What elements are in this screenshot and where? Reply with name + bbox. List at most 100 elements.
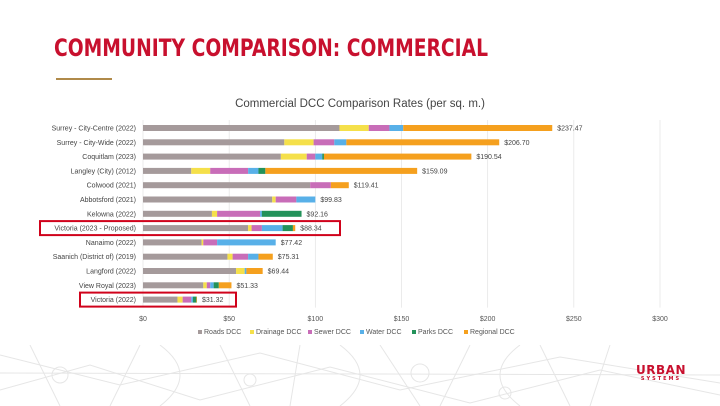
bar-segment bbox=[143, 182, 311, 189]
bar-segment bbox=[143, 153, 281, 160]
legend-label: Regional DCC bbox=[470, 329, 515, 336]
category-label: Abbotsford (2021) bbox=[80, 197, 136, 204]
logo-main-text: URBAN bbox=[636, 363, 686, 377]
x-tick-label: $200 bbox=[480, 316, 496, 323]
title-underline bbox=[56, 78, 112, 80]
bar-segment bbox=[260, 210, 262, 217]
bar-segment bbox=[330, 182, 349, 189]
bar-segment bbox=[203, 282, 207, 289]
total-value-label: $51.33 bbox=[236, 283, 258, 290]
street-map-background bbox=[0, 345, 720, 406]
total-value-label: $237.47 bbox=[557, 126, 582, 133]
bar-segment bbox=[143, 167, 192, 174]
bar-segment bbox=[246, 268, 263, 274]
stacked-bar-chart: Commercial DCC Comparison Rates (per sq.… bbox=[39, 98, 668, 336]
category-label: Coquitlam (2023) bbox=[82, 154, 136, 161]
bar-segment bbox=[280, 153, 307, 160]
total-value-label: $88.34 bbox=[300, 226, 322, 233]
bar-segment bbox=[210, 167, 249, 174]
bar-segment bbox=[192, 296, 197, 303]
chart-title: Commercial DCC Comparison Rates (per sq.… bbox=[235, 98, 485, 110]
logo-sub-text: SYSTEMS bbox=[640, 376, 682, 382]
bar-segment bbox=[206, 282, 211, 289]
total-value-label: $75.31 bbox=[278, 254, 300, 261]
bar-segment bbox=[368, 125, 390, 131]
bar-segment bbox=[265, 167, 418, 174]
legend-label: Sewer DCC bbox=[314, 329, 351, 336]
bar-segment bbox=[323, 153, 472, 160]
category-label: Victoria (2022) bbox=[91, 297, 136, 304]
category-label: Colwood (2021) bbox=[87, 183, 136, 190]
legend-swatch bbox=[360, 330, 364, 334]
bar-segment bbox=[284, 139, 314, 146]
chart-gridlines bbox=[142, 120, 661, 308]
chart-labels: Surrey - City-Centre (2022) $237.47 Surrey… bbox=[52, 126, 583, 305]
bar-segment bbox=[244, 268, 247, 274]
total-value-label: $92.16 bbox=[307, 211, 329, 218]
bar-segment bbox=[261, 210, 302, 217]
bar-segment bbox=[334, 139, 347, 146]
bar-segment bbox=[227, 253, 233, 260]
bar-segment bbox=[143, 268, 237, 274]
bar-segment bbox=[143, 239, 202, 246]
bar-segment bbox=[296, 196, 316, 203]
legend-label: Drainage DCC bbox=[256, 329, 302, 336]
bar-segment bbox=[143, 210, 212, 217]
bar-segment bbox=[322, 153, 324, 160]
bar-segment bbox=[218, 282, 232, 289]
bar-segment bbox=[389, 125, 404, 131]
bar-segment bbox=[248, 225, 252, 232]
bar-segment bbox=[248, 253, 259, 260]
legend-label: Parks DCC bbox=[418, 329, 453, 336]
bar-segment bbox=[339, 125, 369, 131]
bar-segment bbox=[143, 125, 340, 131]
legend-label: Water DCC bbox=[366, 329, 402, 336]
highlight-box bbox=[39, 220, 341, 237]
total-value-label: $99.83 bbox=[320, 197, 342, 204]
legend-swatch bbox=[198, 330, 202, 334]
category-label: Victoria (2023 - Proposed) bbox=[54, 226, 136, 233]
x-tick-label: $250 bbox=[566, 316, 582, 323]
bar-segment bbox=[313, 139, 335, 146]
bar-segment bbox=[232, 253, 249, 260]
category-label: Nanaimo (2022) bbox=[86, 240, 136, 247]
x-tick-label: $300 bbox=[652, 316, 668, 323]
bar-segment bbox=[143, 196, 273, 203]
category-label: Langley (City) (2012) bbox=[71, 168, 136, 175]
bar-segment bbox=[196, 296, 197, 303]
bar-segment bbox=[272, 196, 276, 203]
legend-swatch bbox=[464, 330, 468, 334]
bar-segment bbox=[310, 182, 331, 189]
total-value-label: $206.70 bbox=[504, 140, 529, 147]
category-label: Surrey - City-Centre (2022) bbox=[52, 126, 136, 133]
slide-title: COMMUNITY COMPARISON: COMMERCIAL bbox=[54, 34, 489, 62]
category-label: Langford (2022) bbox=[86, 269, 136, 276]
bar-segment bbox=[217, 210, 261, 217]
total-value-label: $190.54 bbox=[476, 154, 501, 161]
x-tick-label: $150 bbox=[394, 316, 410, 323]
category-label: View Royal (2023) bbox=[79, 283, 136, 290]
category-label: Surrey - City-Wide (2022) bbox=[57, 140, 136, 147]
bar-segment bbox=[203, 239, 218, 246]
legend-swatch bbox=[250, 330, 254, 334]
bar-segment bbox=[403, 125, 553, 131]
bar-segment bbox=[201, 239, 204, 246]
bar-segment bbox=[258, 167, 266, 174]
bar-segment bbox=[248, 167, 259, 174]
total-value-label: $159.09 bbox=[422, 168, 447, 175]
urban-systems-logo: URBAN SYSTEMS bbox=[636, 364, 686, 382]
bar-segment bbox=[292, 225, 296, 232]
category-label: Saanich (District of) (2019) bbox=[53, 254, 136, 261]
total-value-label: $77.42 bbox=[281, 240, 303, 247]
legend-label: Roads DCC bbox=[204, 329, 241, 336]
bar-segment bbox=[346, 139, 500, 146]
total-value-label: $31.32 bbox=[202, 297, 224, 304]
total-value-label: $119.41 bbox=[354, 183, 379, 190]
bar-segment bbox=[182, 296, 192, 303]
bar-segment bbox=[251, 225, 262, 232]
bar-segment bbox=[191, 167, 211, 174]
bar-segment bbox=[275, 196, 297, 203]
bar-segment bbox=[177, 296, 183, 303]
bar-segment bbox=[210, 282, 214, 289]
bar-segment bbox=[191, 296, 193, 303]
